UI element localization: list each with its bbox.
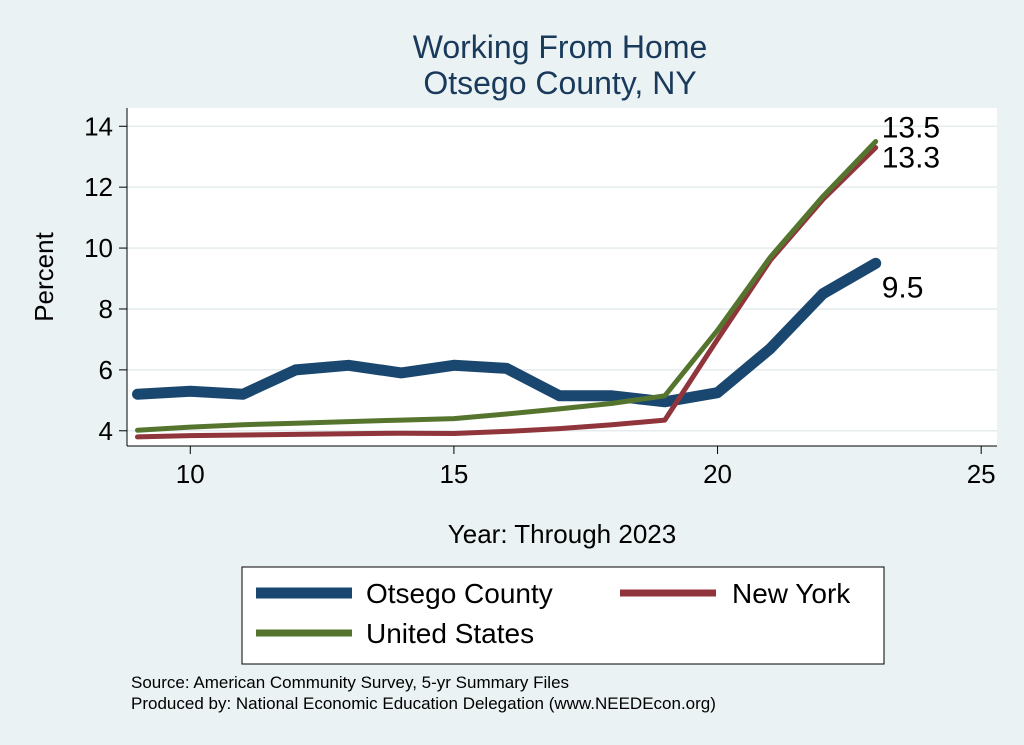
end-label-united-states: 13.5 <box>882 111 940 144</box>
x-tick-label: 10 <box>176 459 205 489</box>
y-axis: 4 6 8 10 12 14 <box>84 108 128 446</box>
y-tick-label: 8 <box>99 294 113 324</box>
x-tick-label: 20 <box>703 459 732 489</box>
y-tick-label: 12 <box>84 172 113 202</box>
legend-label-united-states: United States <box>366 618 534 649</box>
end-labels: 9.5 13.313.5 <box>882 111 940 304</box>
legend-label-new-york: New York <box>732 578 851 609</box>
legend-box <box>241 566 885 665</box>
producer-note: Produced by: National Economic Education… <box>131 694 716 713</box>
y-axis-title: Percent <box>29 231 59 321</box>
series-line-united-states <box>135 139 879 433</box>
y-tick-label: 6 <box>99 355 113 385</box>
chart-title-line-1: Working From Home <box>413 29 708 65</box>
x-tick-label: 15 <box>439 459 468 489</box>
y-tick-label: 4 <box>99 416 113 446</box>
chart-title-line-2: Otsego County, NY <box>423 65 696 101</box>
series-line-otsego-county <box>132 257 882 408</box>
end-label-otsego-county: 9.5 <box>882 271 924 304</box>
legend: Otsego County New York United States <box>241 566 885 665</box>
series-line-new-york <box>135 145 879 440</box>
x-axis: 10 15 20 25 <box>127 445 997 489</box>
y-tick-label: 10 <box>84 233 113 263</box>
end-label-new-york: 13.3 <box>882 142 940 175</box>
x-tick-label: 25 <box>967 459 996 489</box>
gridlines <box>127 125 997 432</box>
x-axis-title: Year: Through 2023 <box>448 519 676 549</box>
y-tick-label: 14 <box>84 111 113 141</box>
series-lines <box>132 139 882 440</box>
source-note: Source: American Community Survey, 5-yr … <box>131 673 569 692</box>
legend-label-otsego-county: Otsego County <box>366 578 553 609</box>
